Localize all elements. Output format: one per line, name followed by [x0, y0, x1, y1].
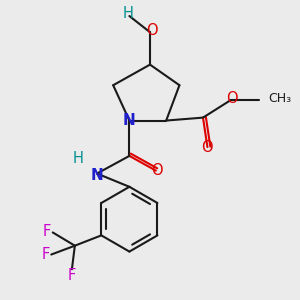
Text: H: H	[122, 6, 134, 21]
Text: N: N	[91, 167, 103, 182]
Text: N: N	[123, 113, 136, 128]
Text: F: F	[41, 247, 50, 262]
Text: O: O	[152, 163, 163, 178]
Text: O: O	[146, 23, 157, 38]
Text: F: F	[43, 224, 51, 239]
Text: H: H	[72, 151, 83, 166]
Text: F: F	[68, 268, 76, 283]
Text: CH₃: CH₃	[268, 92, 291, 105]
Text: O: O	[202, 140, 213, 154]
Text: O: O	[226, 91, 237, 106]
